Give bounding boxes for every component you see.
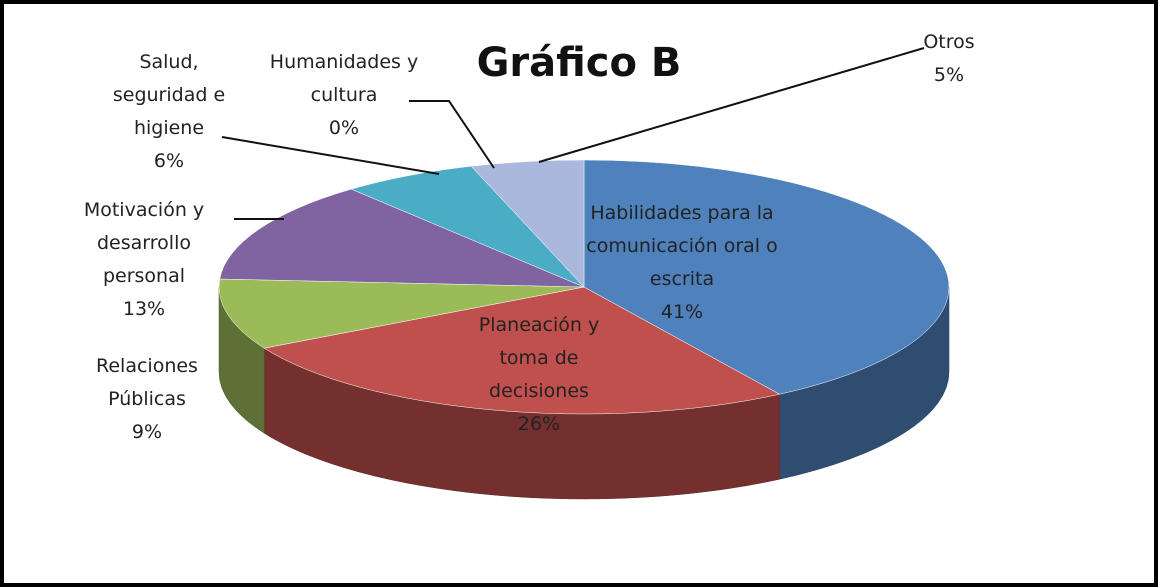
value-label: 9% bbox=[131, 421, 163, 443]
data-label: Relaciones Públicas 9% bbox=[72, 350, 222, 449]
slice bbox=[218, 278, 585, 349]
category-label: Otros bbox=[923, 31, 975, 53]
value-label: 0% bbox=[328, 117, 360, 139]
data-label: Salud, seguridad e higiene 6% bbox=[104, 46, 234, 178]
chart-title: Gráfico B bbox=[476, 40, 682, 86]
category-label: Relaciones Públicas bbox=[96, 355, 198, 410]
category-label: Motivación y desarrollo personal bbox=[83, 199, 205, 287]
value-label: 13% bbox=[122, 298, 166, 320]
category-label: Habilidades para la comunicación oral o … bbox=[586, 202, 778, 290]
data-label: Motivación y desarrollo personal 13% bbox=[54, 194, 234, 326]
leader-line bbox=[409, 100, 495, 169]
leader-line bbox=[221, 136, 440, 175]
data-label: Otros 5% bbox=[904, 26, 994, 92]
leader-line bbox=[538, 47, 925, 163]
value-label: 6% bbox=[153, 150, 185, 172]
value-label: 5% bbox=[933, 64, 965, 86]
slice bbox=[263, 286, 781, 415]
value-label: 26% bbox=[517, 413, 561, 435]
category-label: Humanidades y cultura bbox=[269, 51, 419, 106]
value-label: 41% bbox=[660, 301, 704, 323]
data-label: Habilidades para la comunicación oral o … bbox=[582, 197, 782, 329]
category-label: Salud, seguridad e higiene bbox=[112, 51, 226, 139]
slice bbox=[219, 188, 585, 288]
slice bbox=[583, 159, 950, 395]
category-label: Planeación y toma de decisiones bbox=[478, 314, 600, 402]
pie-canvas bbox=[218, 47, 950, 500]
slice bbox=[470, 159, 585, 288]
data-label: Humanidades y cultura 0% bbox=[269, 46, 419, 145]
slice bbox=[350, 165, 585, 288]
data-label: Planeación y toma de decisiones 26% bbox=[454, 309, 624, 441]
